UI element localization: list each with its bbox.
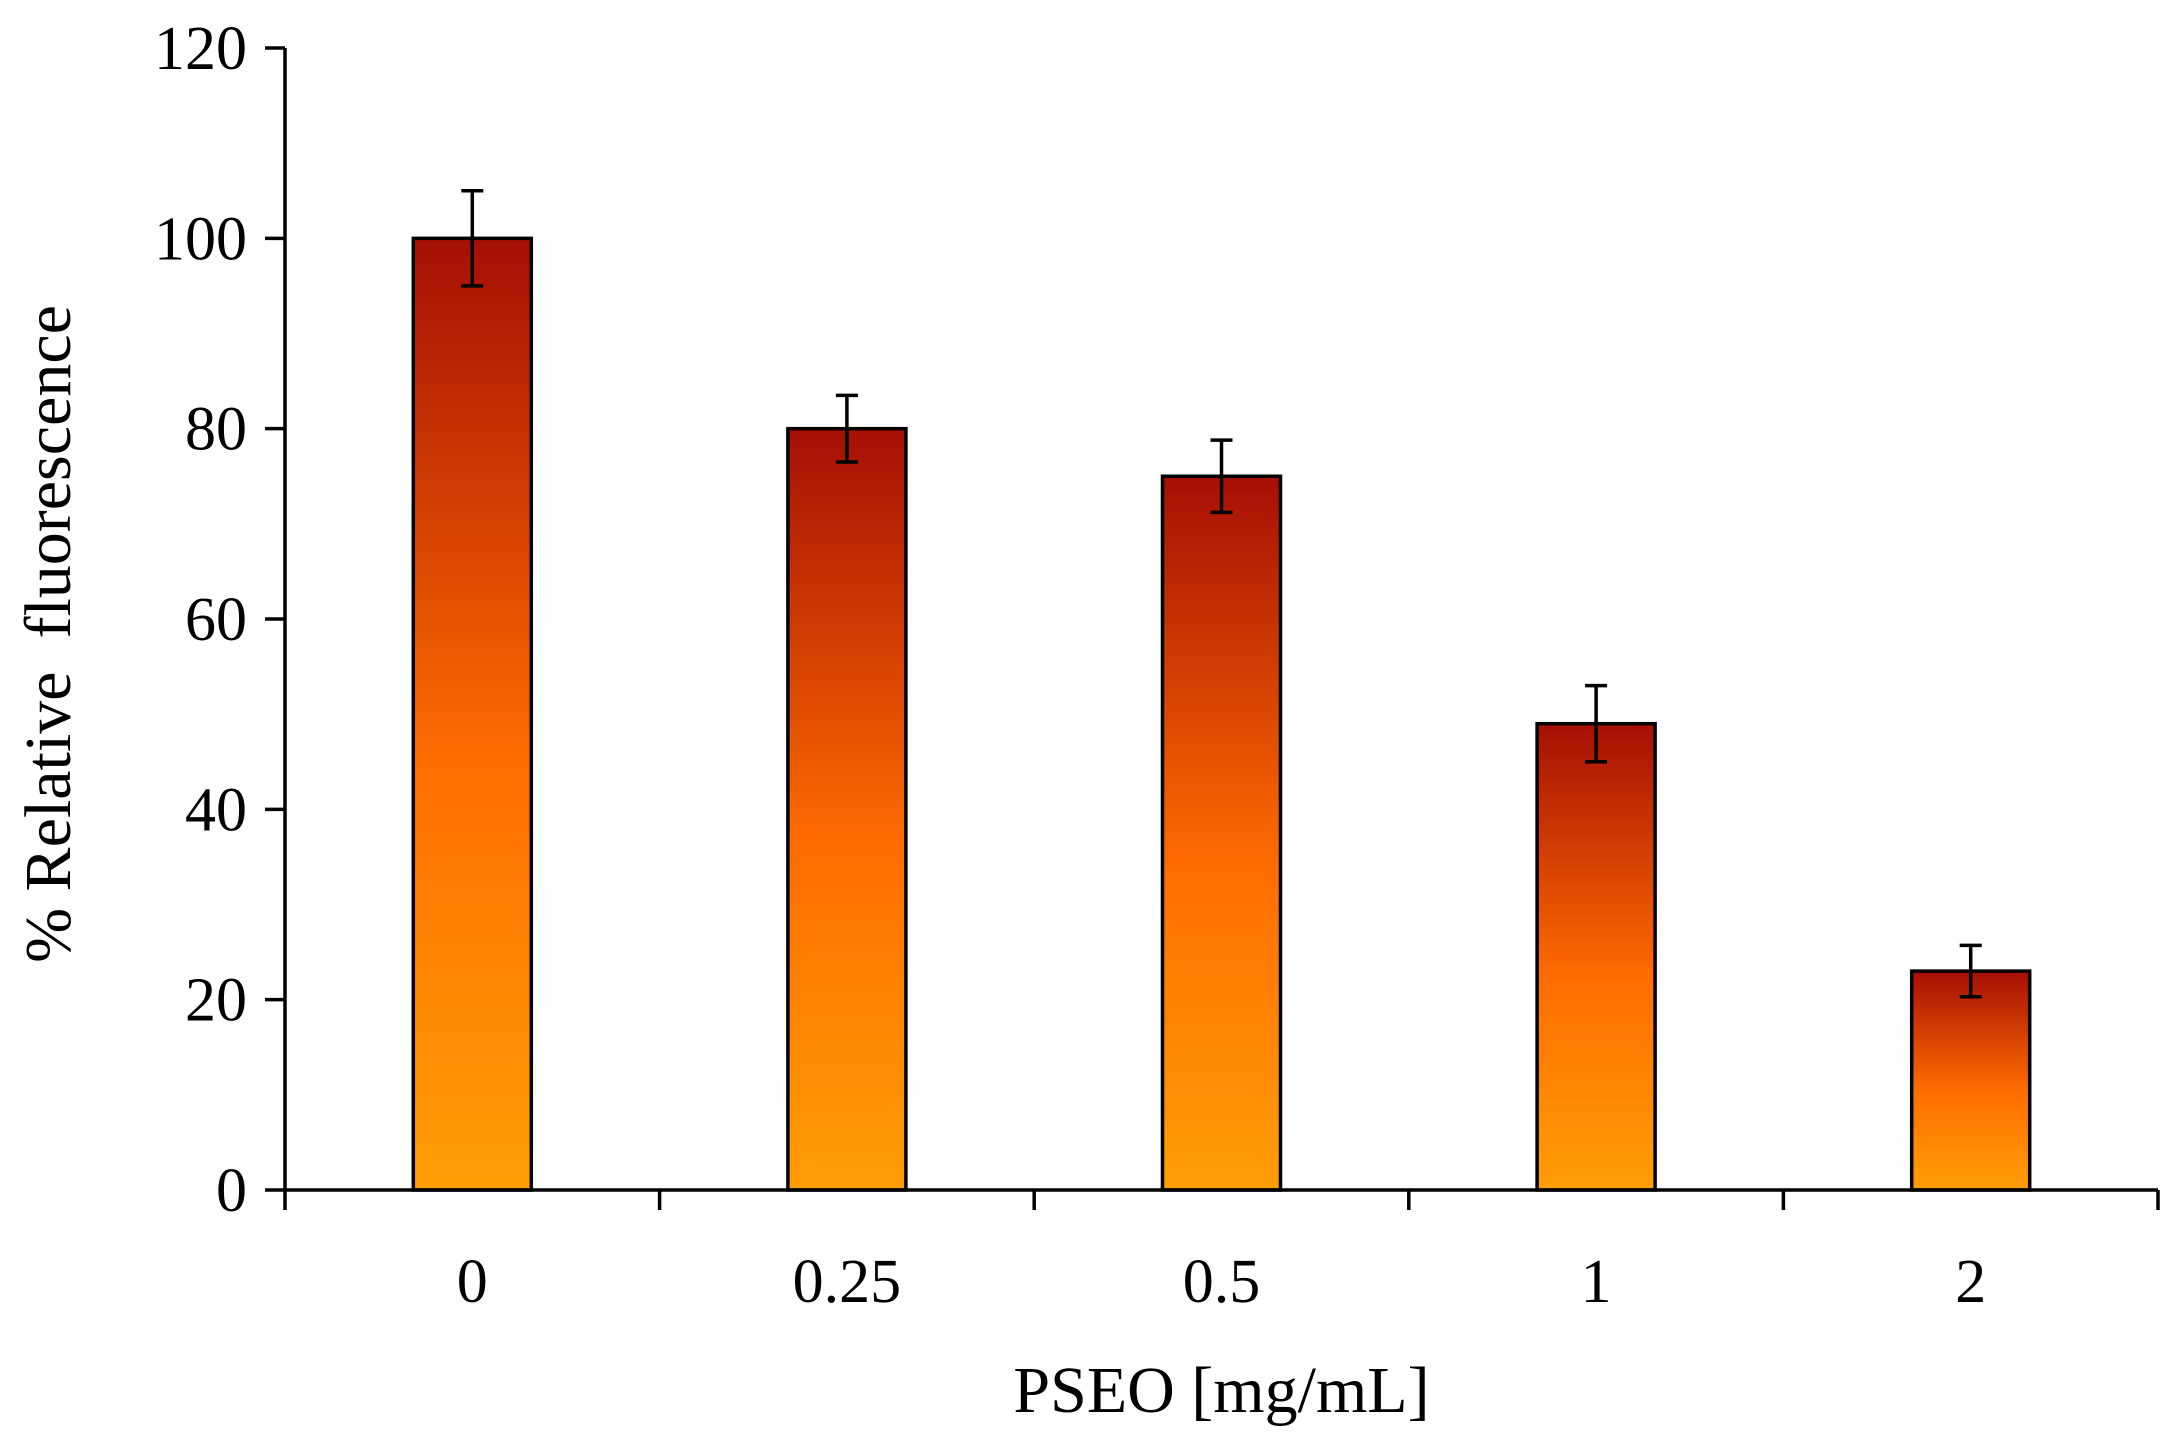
bar-0 xyxy=(411,236,534,1192)
y-axis-title: % Relative fluorescence xyxy=(12,305,85,963)
error-bar-0.25 xyxy=(835,393,858,464)
bar-2 xyxy=(1909,969,2032,1192)
x-tick-label-2: 2 xyxy=(1955,1248,1986,1316)
x-axis-ticks: 0 0.25 0.5 1 2 xyxy=(283,1190,2160,1316)
x-tick-label-0.25: 0.25 xyxy=(793,1248,902,1316)
y-tick-label-100: 100 xyxy=(154,205,247,273)
y-tick-label-80: 80 xyxy=(185,396,247,464)
error-bars xyxy=(461,189,1982,999)
bar-0.25 xyxy=(786,426,908,1192)
bars xyxy=(411,236,2032,1192)
y-axis-ticks: 0 20 40 60 80 100 120 xyxy=(154,15,285,1225)
error-bar-0 xyxy=(461,189,484,288)
y-tick-label-60: 60 xyxy=(185,586,247,654)
y-tick-label-120: 120 xyxy=(154,15,247,83)
x-axis-title: PSEO [mg/mL] xyxy=(1013,1354,1429,1427)
error-bar-1 xyxy=(1585,683,1608,764)
y-tick-label-20: 20 xyxy=(185,967,247,1035)
error-bar-2 xyxy=(1959,943,1982,999)
y-tick-label-0: 0 xyxy=(216,1157,247,1225)
x-tick-label-0: 0 xyxy=(457,1248,488,1316)
bar-0.5 xyxy=(1160,474,1283,1192)
bar-1 xyxy=(1535,721,1657,1192)
x-tick-label-0.5: 0.5 xyxy=(1183,1248,1261,1316)
x-tick-label-1: 1 xyxy=(1581,1248,1612,1316)
error-bar-0.5 xyxy=(1210,438,1233,515)
y-tick-label-40: 40 xyxy=(185,776,247,844)
